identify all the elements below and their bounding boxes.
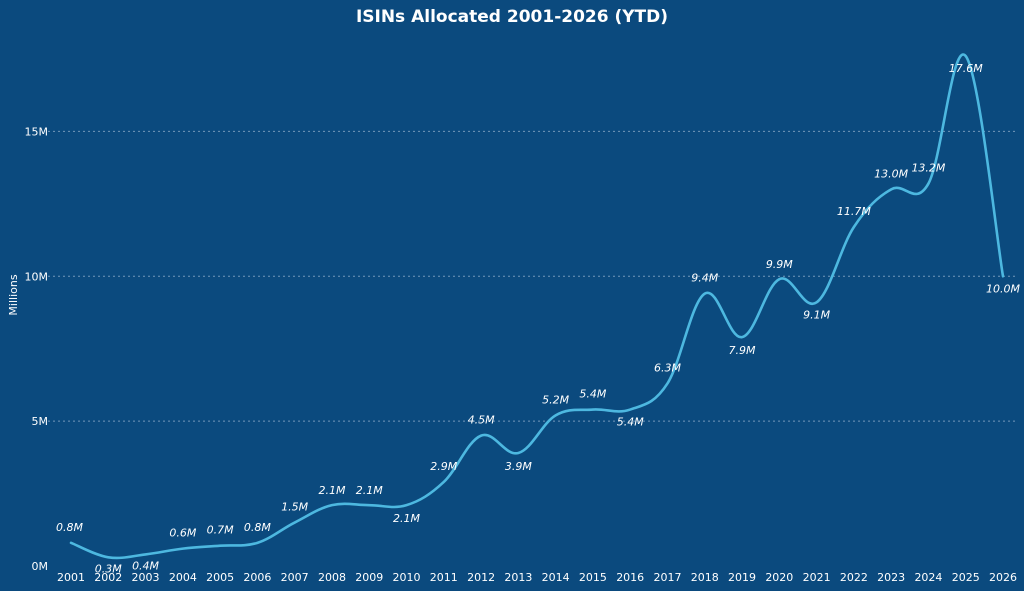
data-label: 9.4M bbox=[691, 272, 718, 285]
x-tick-label: 2008 bbox=[318, 571, 346, 584]
data-label: 3.9M bbox=[505, 460, 532, 473]
data-label: 11.7M bbox=[837, 205, 871, 218]
x-tick-label: 2006 bbox=[243, 571, 271, 584]
data-label: 0.4M bbox=[132, 559, 159, 572]
x-tick-label: 2026 bbox=[989, 571, 1017, 584]
x-tick-label: 2005 bbox=[206, 571, 234, 584]
x-tick-label: 2009 bbox=[355, 571, 383, 584]
x-tick-label: 2001 bbox=[57, 571, 85, 584]
series-line bbox=[69, 53, 1005, 560]
x-tick-label: 2018 bbox=[691, 571, 719, 584]
x-tick-label: 2004 bbox=[169, 571, 197, 584]
data-label: 2.9M bbox=[430, 460, 457, 473]
x-tick-label: 2007 bbox=[281, 571, 309, 584]
x-tick-label: 2021 bbox=[803, 571, 831, 584]
data-label: 0.7M bbox=[207, 524, 234, 537]
data-label: 0.6M bbox=[169, 527, 196, 540]
data-label: 0.8M bbox=[56, 521, 83, 534]
x-tick-label: 2012 bbox=[467, 571, 495, 584]
x-tick-label: 2002 bbox=[94, 571, 122, 584]
data-label: 5.2M bbox=[542, 393, 569, 406]
series-lines bbox=[69, 53, 1005, 560]
data-label: 5.4M bbox=[579, 388, 606, 401]
y-axis-label: Millions bbox=[7, 274, 20, 315]
data-label: 10.0M bbox=[986, 282, 1020, 295]
gridlines bbox=[48, 130, 1018, 422]
data-label: 0.8M bbox=[244, 521, 271, 534]
x-tick-label: 2020 bbox=[765, 571, 793, 584]
y-tick-label: 10M bbox=[25, 270, 49, 283]
y-axis-ticks: 0M 5M 10M 15M bbox=[25, 125, 49, 573]
data-label: 4.5M bbox=[468, 414, 495, 427]
data-label: 1.5M bbox=[281, 501, 308, 514]
y-tick-label: 5M bbox=[32, 415, 49, 428]
data-labels: 0.8M 0.3M 0.4M 0.6M 0.7M 0.8M 1.5M 2.1M 2.1M 2.1M… bbox=[56, 62, 1021, 575]
data-label: 9.1M bbox=[803, 308, 830, 321]
x-tick-label: 2025 bbox=[952, 571, 980, 584]
data-label: 5.4M bbox=[617, 416, 644, 429]
x-tick-label: 2013 bbox=[504, 571, 532, 584]
data-label: 2.1M bbox=[393, 512, 420, 525]
x-tick-label: 2011 bbox=[430, 571, 458, 584]
data-label: 2.1M bbox=[318, 484, 345, 497]
x-tick-label: 2024 bbox=[914, 571, 942, 584]
x-tick-label: 2014 bbox=[542, 571, 570, 584]
data-label: 0.3M bbox=[95, 562, 122, 575]
x-tick-label: 2019 bbox=[728, 571, 756, 584]
data-label: 7.9M bbox=[729, 344, 756, 357]
x-tick-label: 2017 bbox=[653, 571, 681, 584]
data-label: 2.1M bbox=[356, 484, 383, 497]
chart-title: ISINs Allocated 2001-2026 (YTD) bbox=[356, 7, 668, 27]
x-tick-label: 2016 bbox=[616, 571, 644, 584]
x-tick-label: 2023 bbox=[877, 571, 905, 584]
data-label: 17.6M bbox=[949, 62, 983, 75]
y-tick-label: 15M bbox=[25, 125, 49, 138]
data-label: 13.2M bbox=[911, 162, 945, 175]
x-tick-label: 2003 bbox=[132, 571, 160, 584]
x-tick-label: 2022 bbox=[840, 571, 868, 584]
x-axis-ticks: 2001 2002 2003 2004 2005 2006 2007 2008 2009 2010… bbox=[57, 571, 1017, 584]
x-tick-label: 2010 bbox=[393, 571, 421, 584]
y-tick-label: 0M bbox=[32, 560, 49, 573]
x-tick-label: 2015 bbox=[579, 571, 607, 584]
data-label: 9.9M bbox=[766, 258, 793, 271]
data-label: 13.0M bbox=[874, 167, 908, 180]
data-label: 6.3M bbox=[654, 361, 681, 374]
